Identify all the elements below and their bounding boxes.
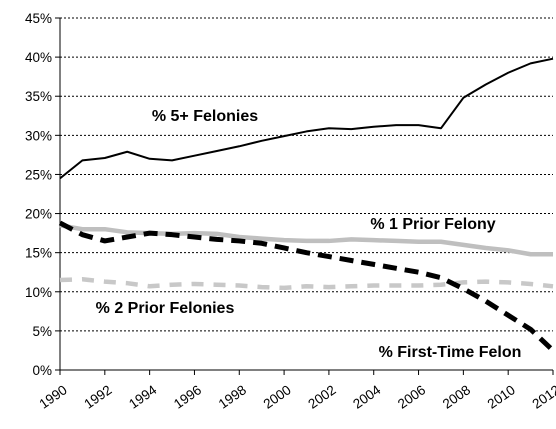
x-tick-label: 2010 bbox=[485, 382, 518, 412]
x-tick-label: 1994 bbox=[126, 382, 160, 412]
series-label: % 5+ Felonies bbox=[152, 108, 258, 125]
x-tick-label: 2002 bbox=[305, 382, 338, 412]
x-tick-label: 2008 bbox=[440, 382, 473, 412]
x-tick-label: 1992 bbox=[81, 382, 114, 412]
line-series bbox=[59, 223, 553, 257]
y-tick-label: 0% bbox=[32, 363, 52, 378]
x-tick-label: 2000 bbox=[261, 382, 294, 412]
y-tick-label: 20% bbox=[25, 207, 52, 222]
y-tick-label: 30% bbox=[25, 128, 52, 143]
y-tick-label: 35% bbox=[25, 89, 52, 104]
line-series bbox=[59, 57, 554, 180]
x-tick-label: 1996 bbox=[171, 382, 204, 412]
x-tick-label: 1990 bbox=[37, 382, 70, 412]
x-tick-label: 2006 bbox=[395, 382, 428, 412]
y-tick-label: 10% bbox=[25, 285, 52, 300]
x-tick-label: 1998 bbox=[216, 382, 249, 412]
y-tick-label: 45% bbox=[25, 11, 52, 26]
line-series bbox=[59, 277, 554, 291]
series-label: % First-Time Felon bbox=[379, 344, 522, 361]
line-series bbox=[58, 220, 555, 353]
y-tick-label: 5% bbox=[32, 324, 52, 339]
series-label: % 1 Prior Felony bbox=[370, 216, 495, 233]
x-tick-label: 2012 bbox=[530, 382, 556, 412]
series-label: % 2 Prior Felonies bbox=[96, 300, 235, 317]
y-tick-label: 40% bbox=[25, 50, 52, 65]
y-tick-label: 15% bbox=[25, 246, 52, 261]
x-tick-label: 2004 bbox=[350, 382, 384, 412]
y-tick-label: 25% bbox=[25, 167, 52, 182]
